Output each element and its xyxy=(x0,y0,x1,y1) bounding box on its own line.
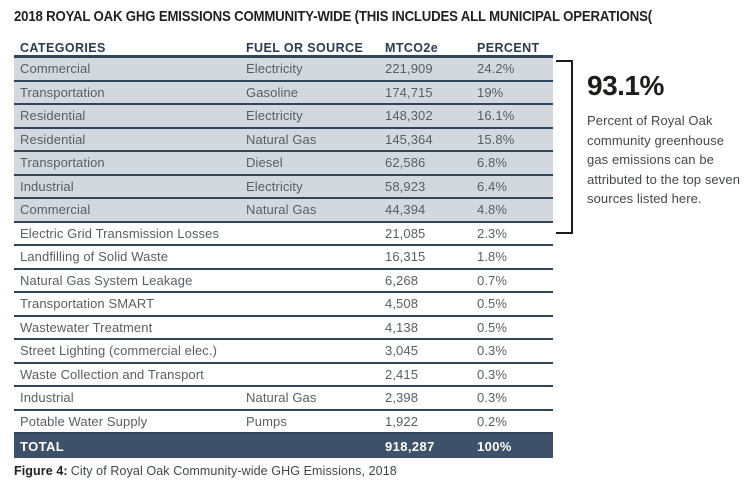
table-row: Potable Water Supply Pumps 1,922 0.2% xyxy=(14,410,553,434)
table-row: Residential Natural Gas 145,364 15.8% xyxy=(14,128,553,152)
table-total-row: TOTAL 918,287 100% xyxy=(14,434,553,458)
cell-mtco2e: 16,315 xyxy=(385,249,426,265)
cell-percent: 0.3% xyxy=(477,366,508,382)
cell-category: Industrial xyxy=(20,390,74,406)
top-seven-bracket xyxy=(556,60,573,234)
table-row: Transportation Diesel 62,586 6.8% xyxy=(14,152,553,176)
cell-fuel: Electricity xyxy=(246,108,303,124)
emissions-table: CATEGORIES FUEL OR SOURCE MTCO2e PERCENT… xyxy=(14,40,553,458)
cell-category: Residential xyxy=(20,131,86,147)
cell-percent: 0.2% xyxy=(477,413,508,429)
table-row: Waste Collection and Transport 2,415 0.3… xyxy=(14,363,553,387)
cell-percent: 2.3% xyxy=(477,225,508,241)
cell-percent: 1.8% xyxy=(477,249,508,265)
cell-category: Residential xyxy=(20,108,86,124)
cell-mtco2e: 2,415 xyxy=(385,366,419,382)
cell-fuel: Natural Gas xyxy=(246,390,317,406)
table-row: Natural Gas System Leakage 6,268 0.7% xyxy=(14,269,553,293)
cell-mtco2e: 3,045 xyxy=(385,343,419,359)
column-header-percent: PERCENT xyxy=(477,41,540,55)
column-header-fuel: FUEL OR SOURCE xyxy=(246,41,364,55)
cell-category: Transportation SMART xyxy=(20,296,155,312)
cell-mtco2e: 21,085 xyxy=(385,225,426,241)
cell-mtco2e: 62,586 xyxy=(385,155,426,171)
cell-mtco2e: 148,302 xyxy=(385,108,433,124)
cell-mtco2e: 4,508 xyxy=(385,296,419,312)
cell-category: Commercial xyxy=(20,61,91,77)
cell-fuel: Diesel xyxy=(246,155,283,171)
cell-percent: 0.7% xyxy=(477,272,508,288)
cell-mtco2e: 2,398 xyxy=(385,390,419,406)
page-title: 2018 ROYAL OAK GHG EMISSIONS COMMUNITY-W… xyxy=(14,8,652,25)
cell-category: Waste Collection and Transport xyxy=(20,366,204,382)
table-row: Commercial Natural Gas 44,394 4.8% xyxy=(14,199,553,223)
cell-category: Electric Grid Transmission Losses xyxy=(20,225,220,241)
figure-caption-text: City of Royal Oak Community-wide GHG Emi… xyxy=(70,464,397,478)
table-body: Commercial Electricity 221,909 24.2% Tra… xyxy=(14,58,553,434)
cell-category: Landfilling of Solid Waste xyxy=(20,249,169,265)
table-row: Industrial Natural Gas 2,398 0.3% xyxy=(14,387,553,411)
cell-mtco2e: 174,715 xyxy=(385,84,433,100)
cell-percent: 24.2% xyxy=(477,61,515,77)
table-row: Commercial Electricity 221,909 24.2% xyxy=(14,58,553,82)
cell-mtco2e: 44,394 xyxy=(385,202,426,218)
column-header-categories: CATEGORIES xyxy=(20,41,106,55)
cell-mtco2e: 221,909 xyxy=(385,61,433,77)
stat-callout: 93.1% Percent of Royal Oak community gre… xyxy=(587,70,743,209)
table-row: Street Lighting (commercial elec.) 3,045… xyxy=(14,340,553,364)
cell-mtco2e: 4,138 xyxy=(385,319,419,335)
cell-mtco2e: 6,268 xyxy=(385,272,419,288)
table-header-row: CATEGORIES FUEL OR SOURCE MTCO2e PERCENT xyxy=(14,40,553,58)
cell-percent: 15.8% xyxy=(477,131,515,147)
figure-caption: Figure 4: City of Royal Oak Community-wid… xyxy=(14,464,397,478)
stat-value: 93.1% xyxy=(587,70,664,101)
figure-caption-label: Figure 4: xyxy=(14,464,68,478)
cell-percent: 6.8% xyxy=(477,155,508,171)
cell-percent: 0.5% xyxy=(477,296,508,312)
cell-mtco2e: 58,923 xyxy=(385,178,426,194)
cell-category: Natural Gas System Leakage xyxy=(20,272,193,288)
cell-fuel: Electricity xyxy=(246,61,303,77)
table-row: Wastewater Treatment 4,138 0.5% xyxy=(14,316,553,340)
column-header-mtco2e: MTCO2e xyxy=(385,41,439,55)
table-row: Electric Grid Transmission Losses 21,085… xyxy=(14,222,553,246)
cell-category: Wastewater Treatment xyxy=(20,319,153,335)
cell-fuel: Natural Gas xyxy=(246,202,317,218)
cell-category: Transportation xyxy=(20,155,105,171)
stat-description: Percent of Royal Oak community greenhous… xyxy=(587,113,741,206)
total-percent: 100% xyxy=(477,438,512,454)
cell-mtco2e: 145,364 xyxy=(385,131,433,147)
cell-category: Transportation xyxy=(20,84,105,100)
table-row: Industrial Electricity 58,923 6.4% xyxy=(14,175,553,199)
cell-fuel: Pumps xyxy=(246,413,287,429)
cell-percent: 4.8% xyxy=(477,202,508,218)
total-label: TOTAL xyxy=(20,438,65,454)
cell-percent: 19% xyxy=(477,84,504,100)
table-row: Residential Electricity 148,302 16.1% xyxy=(14,105,553,129)
cell-category: Commercial xyxy=(20,202,91,218)
cell-percent: 16.1% xyxy=(477,108,515,124)
table-row: Transportation SMART 4,508 0.5% xyxy=(14,293,553,317)
cell-category: Street Lighting (commercial elec.) xyxy=(20,343,218,359)
cell-category: Industrial xyxy=(20,178,74,194)
cell-category: Potable Water Supply xyxy=(20,413,148,429)
cell-percent: 0.3% xyxy=(477,343,508,359)
table-row: Landfilling of Solid Waste 16,315 1.8% xyxy=(14,246,553,270)
cell-percent: 6.4% xyxy=(477,178,508,194)
table-row: Transportation Gasoline 174,715 19% xyxy=(14,81,553,105)
total-mtco2e: 918,287 xyxy=(385,438,435,454)
cell-percent: 0.5% xyxy=(477,319,508,335)
cell-percent: 0.3% xyxy=(477,390,508,406)
cell-fuel: Electricity xyxy=(246,178,303,194)
cell-fuel: Natural Gas xyxy=(246,131,317,147)
cell-mtco2e: 1,922 xyxy=(385,413,419,429)
cell-fuel: Gasoline xyxy=(246,84,299,100)
